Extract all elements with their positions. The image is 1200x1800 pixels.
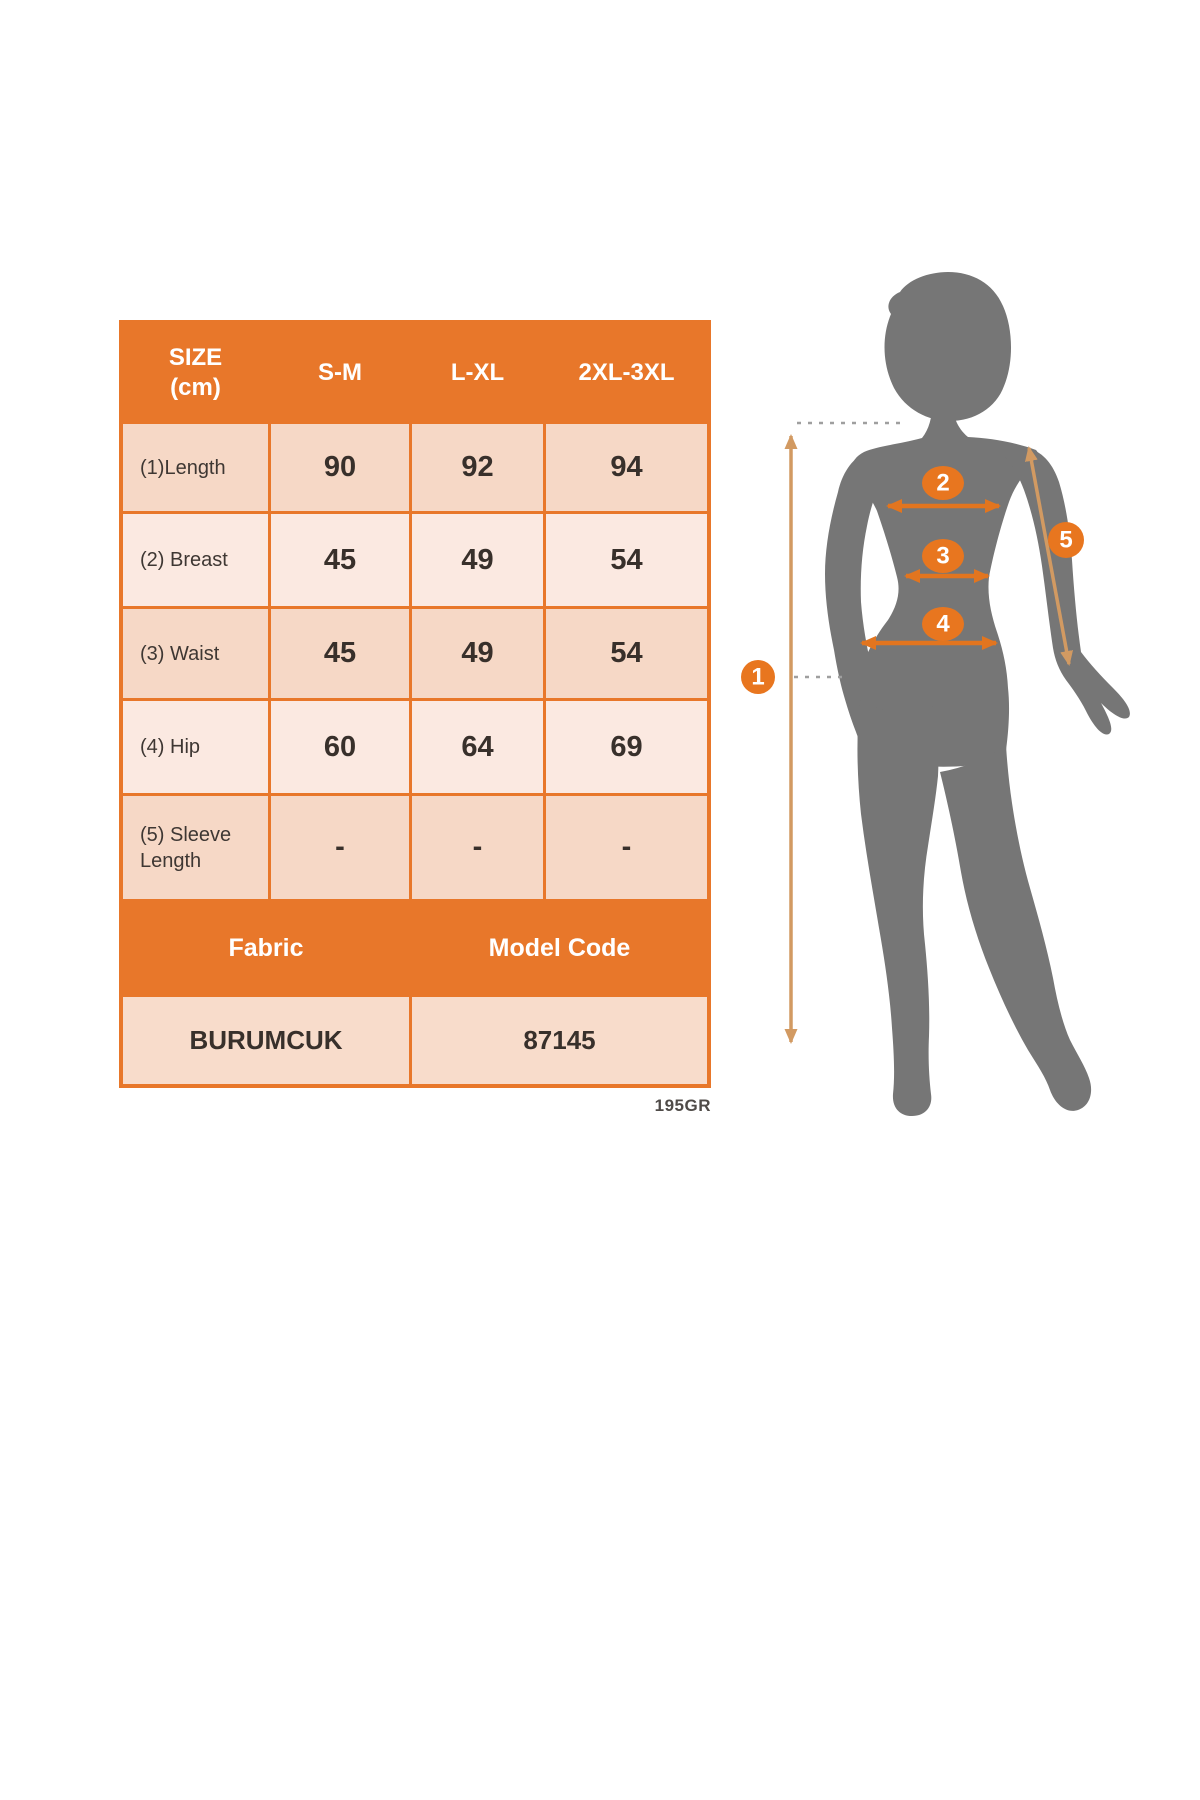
marker-2-badge: 2 [922,466,964,500]
size-unit-label: (cm) [170,373,221,401]
value-waist-2xl3xl: 54 [546,609,707,698]
marker-3-badge: 3 [922,539,964,573]
marker-4-label: 4 [936,611,950,638]
silhouette-head [884,272,1012,421]
value-waist-sm: 45 [271,609,409,698]
model-code-header: Model Code [412,902,707,994]
silhouette-right-arm [1004,448,1130,735]
value-length-lxl: 92 [412,424,543,511]
sleeve-arrow [1024,446,1074,666]
row-label-breast: (2) Breast [123,514,268,606]
marker-4-badge: 4 [922,607,964,641]
size-label: SIZE [168,343,223,371]
row-label-hip: (4) Hip [123,701,268,793]
size-header-cell: SIZE (cm) [123,324,268,421]
body-silhouette [825,272,1130,1116]
value-breast-2xl3xl: 54 [546,514,707,606]
size-chart-table: SIZE (cm) S-M L-XL 2XL-3XL (1)Length 90 … [119,320,711,1088]
column-header-lxl: L-XL [412,324,543,421]
value-breast-sm: 45 [271,514,409,606]
value-sleeve-lxl: - [412,796,543,899]
value-waist-lxl: 49 [412,609,543,698]
value-length-2xl3xl: 94 [546,424,707,511]
column-header-sm: S-M [271,324,409,421]
fabric-value: BURUMCUK [123,997,409,1084]
marker-2-label: 2 [936,470,949,497]
value-sleeve-sm: - [271,796,409,899]
row-label-waist: (3) Waist [123,609,268,698]
marker-3-label: 3 [936,543,949,570]
value-breast-lxl: 49 [412,514,543,606]
row-label-sleeve-length: (5) Sleeve Length [123,796,268,899]
row-label-length: (1)Length [123,424,268,511]
silhouette-right-leg [940,745,1092,1111]
marker-5-badge: 5 [1048,522,1084,558]
value-sleeve-2xl3xl: - [546,796,707,899]
marker-1-label: 1 [751,664,764,691]
silhouette-left-leg [857,700,939,1116]
value-hip-sm: 60 [271,701,409,793]
model-code-value: 87145 [412,997,707,1084]
weight-note: 195GR [654,1096,711,1115]
value-hip-2xl3xl: 69 [546,701,707,793]
silhouette-left-arm [825,450,888,746]
value-length-sm: 90 [271,424,409,511]
value-hip-lxl: 64 [412,701,543,793]
fabric-header: Fabric [123,902,409,994]
marker-5-label: 5 [1059,527,1072,554]
column-header-2xl3xl: 2XL-3XL [546,324,707,421]
marker-1-badge: 1 [741,660,775,694]
